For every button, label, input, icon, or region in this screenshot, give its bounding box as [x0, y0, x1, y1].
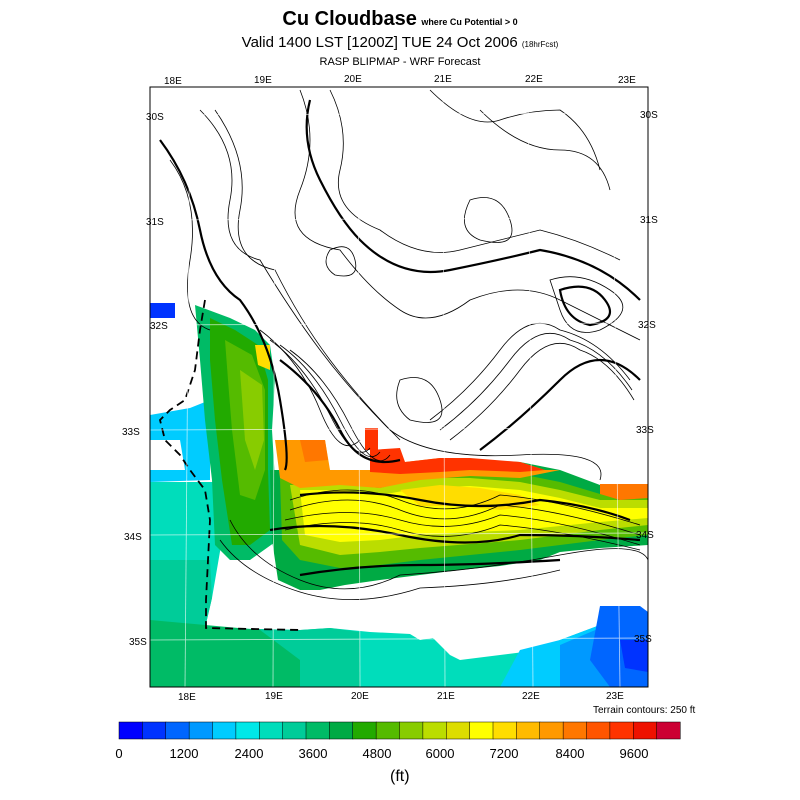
- lat-label-right: 32S: [638, 320, 656, 331]
- lat-label-right: 30S: [640, 110, 658, 121]
- colorbar-swatch: [656, 721, 681, 740]
- colorbar-swatch: [469, 721, 494, 740]
- colorbar-swatch: [165, 721, 190, 740]
- colorbar-swatches: [118, 721, 681, 740]
- shade-se-ocean-4: [620, 640, 648, 672]
- colorbar-swatch: [446, 721, 471, 740]
- colorbar-units: (ft): [390, 768, 410, 785]
- bottom-lon-labels: 18E 19E 20E 21E 22E 23E: [178, 691, 624, 703]
- colorbar-swatch: [329, 721, 354, 740]
- colorbar-label: 0: [115, 746, 122, 761]
- lat-label-left: 35S: [129, 637, 147, 648]
- top-lon-label: 18E: [164, 76, 182, 87]
- colorbar-swatch: [212, 721, 237, 740]
- colorbar-label: 8400: [556, 746, 585, 761]
- colorbar-label: 9600: [620, 746, 649, 761]
- colorbar-label: 4800: [363, 746, 392, 761]
- lat-labels-left: 30S 31S 32S 33S 34S 35S: [122, 112, 168, 648]
- colorbar-swatch: [562, 721, 588, 740]
- forecast-hour: (18hrFcst): [521, 40, 559, 49]
- bottom-lon-label: 19E: [265, 691, 283, 702]
- terrain-contour-note: Terrain contours: 250 ft: [593, 705, 696, 716]
- shade-red-band: [370, 448, 545, 474]
- map-title: Cu Cloudbase where Cu Potential > 0: [0, 8, 800, 31]
- land-strip-unshaded: [250, 572, 648, 652]
- top-lon-label: 21E: [434, 74, 452, 85]
- colorbar-label: 2400: [235, 746, 264, 761]
- valid-time-text: Valid 1400 LST [1200Z] TUE 24 Oct 2006: [241, 34, 518, 51]
- bottom-lon-label: 23E: [606, 691, 624, 702]
- colorbar-swatch: [259, 721, 284, 740]
- colorbar-swatch: [118, 721, 143, 740]
- shade-band-gold: [400, 485, 540, 510]
- lat-label-left: 31S: [146, 217, 164, 228]
- lat-label-right: 31S: [640, 215, 658, 226]
- shade-orange-west: [300, 440, 328, 462]
- shade-nw-blue: [150, 303, 175, 318]
- colorbar-swatch: [492, 721, 517, 740]
- shade-west-lime: [240, 370, 264, 470]
- top-lon-label: 22E: [525, 74, 543, 85]
- colorbar-swatch: [422, 721, 447, 740]
- top-lon-label: 19E: [254, 75, 272, 86]
- colorbar-swatch: [375, 721, 401, 740]
- shade-ocean-deep: [150, 620, 300, 687]
- top-lon-labels: 18E 19E 20E 21E 22E 23E: [164, 74, 636, 87]
- map-subtitle: RASP BLIPMAP - WRF Forecast: [319, 56, 481, 68]
- top-lon-label: 20E: [344, 74, 362, 85]
- colorbar-swatch: [305, 721, 330, 740]
- graticule: [149, 86, 649, 688]
- bottom-lon-label: 18E: [178, 692, 196, 703]
- lat-label-right: 33S: [636, 425, 654, 436]
- top-lon-label: 23E: [618, 75, 636, 86]
- colorbar-label: 7200: [490, 746, 519, 761]
- colorbar-swatch: [235, 721, 260, 740]
- lat-label-right: 34S: [636, 530, 654, 541]
- shade-red-peak: [365, 428, 378, 450]
- colorbar-label: 1200: [170, 746, 199, 761]
- valid-time: Valid 1400 LST [1200Z] TUE 24 Oct 2006 (…: [0, 34, 800, 51]
- colorbar-swatch: [539, 721, 564, 740]
- colorbar-swatch: [142, 721, 167, 740]
- colorbar-swatch: [516, 721, 541, 740]
- colorbar-swatch: [352, 721, 377, 740]
- bottom-lon-label: 20E: [351, 691, 369, 702]
- colorbar-swatch: [188, 721, 214, 740]
- shade-band-yellow: [300, 486, 648, 542]
- lat-labels-right: 30S 31S 32S 33S 34S 35S: [634, 110, 658, 645]
- bottom-lon-label: 22E: [522, 691, 540, 702]
- map-frame: [149, 86, 649, 688]
- colorbar-labels: 0 1200 2400 3600 4800 6000 7200 8400 960…: [115, 746, 648, 761]
- title-qualifier: where Cu Potential > 0: [421, 17, 518, 27]
- shade-west-gap: [150, 440, 185, 470]
- colorbar-swatch: [586, 721, 611, 740]
- bottom-lon-label: 21E: [437, 691, 455, 702]
- lat-label-left: 34S: [124, 532, 142, 543]
- colorbar-swatch: [633, 721, 658, 740]
- title-main: Cu Cloudbase: [282, 8, 417, 30]
- colorbar-label: 6000: [426, 746, 455, 761]
- colorbar-label: 3600: [299, 746, 328, 761]
- coastline-dashed: [159, 299, 301, 631]
- lat-label-right: 35S: [634, 634, 652, 645]
- colorbar-swatch: [282, 721, 307, 740]
- colorbar-swatch: [399, 721, 424, 740]
- lat-label-left: 30S: [146, 112, 164, 123]
- lat-label-left: 33S: [122, 427, 140, 438]
- shade-east-orange: [600, 484, 648, 500]
- lat-label-left: 32S: [150, 321, 168, 332]
- colorbar-swatch: [609, 721, 634, 740]
